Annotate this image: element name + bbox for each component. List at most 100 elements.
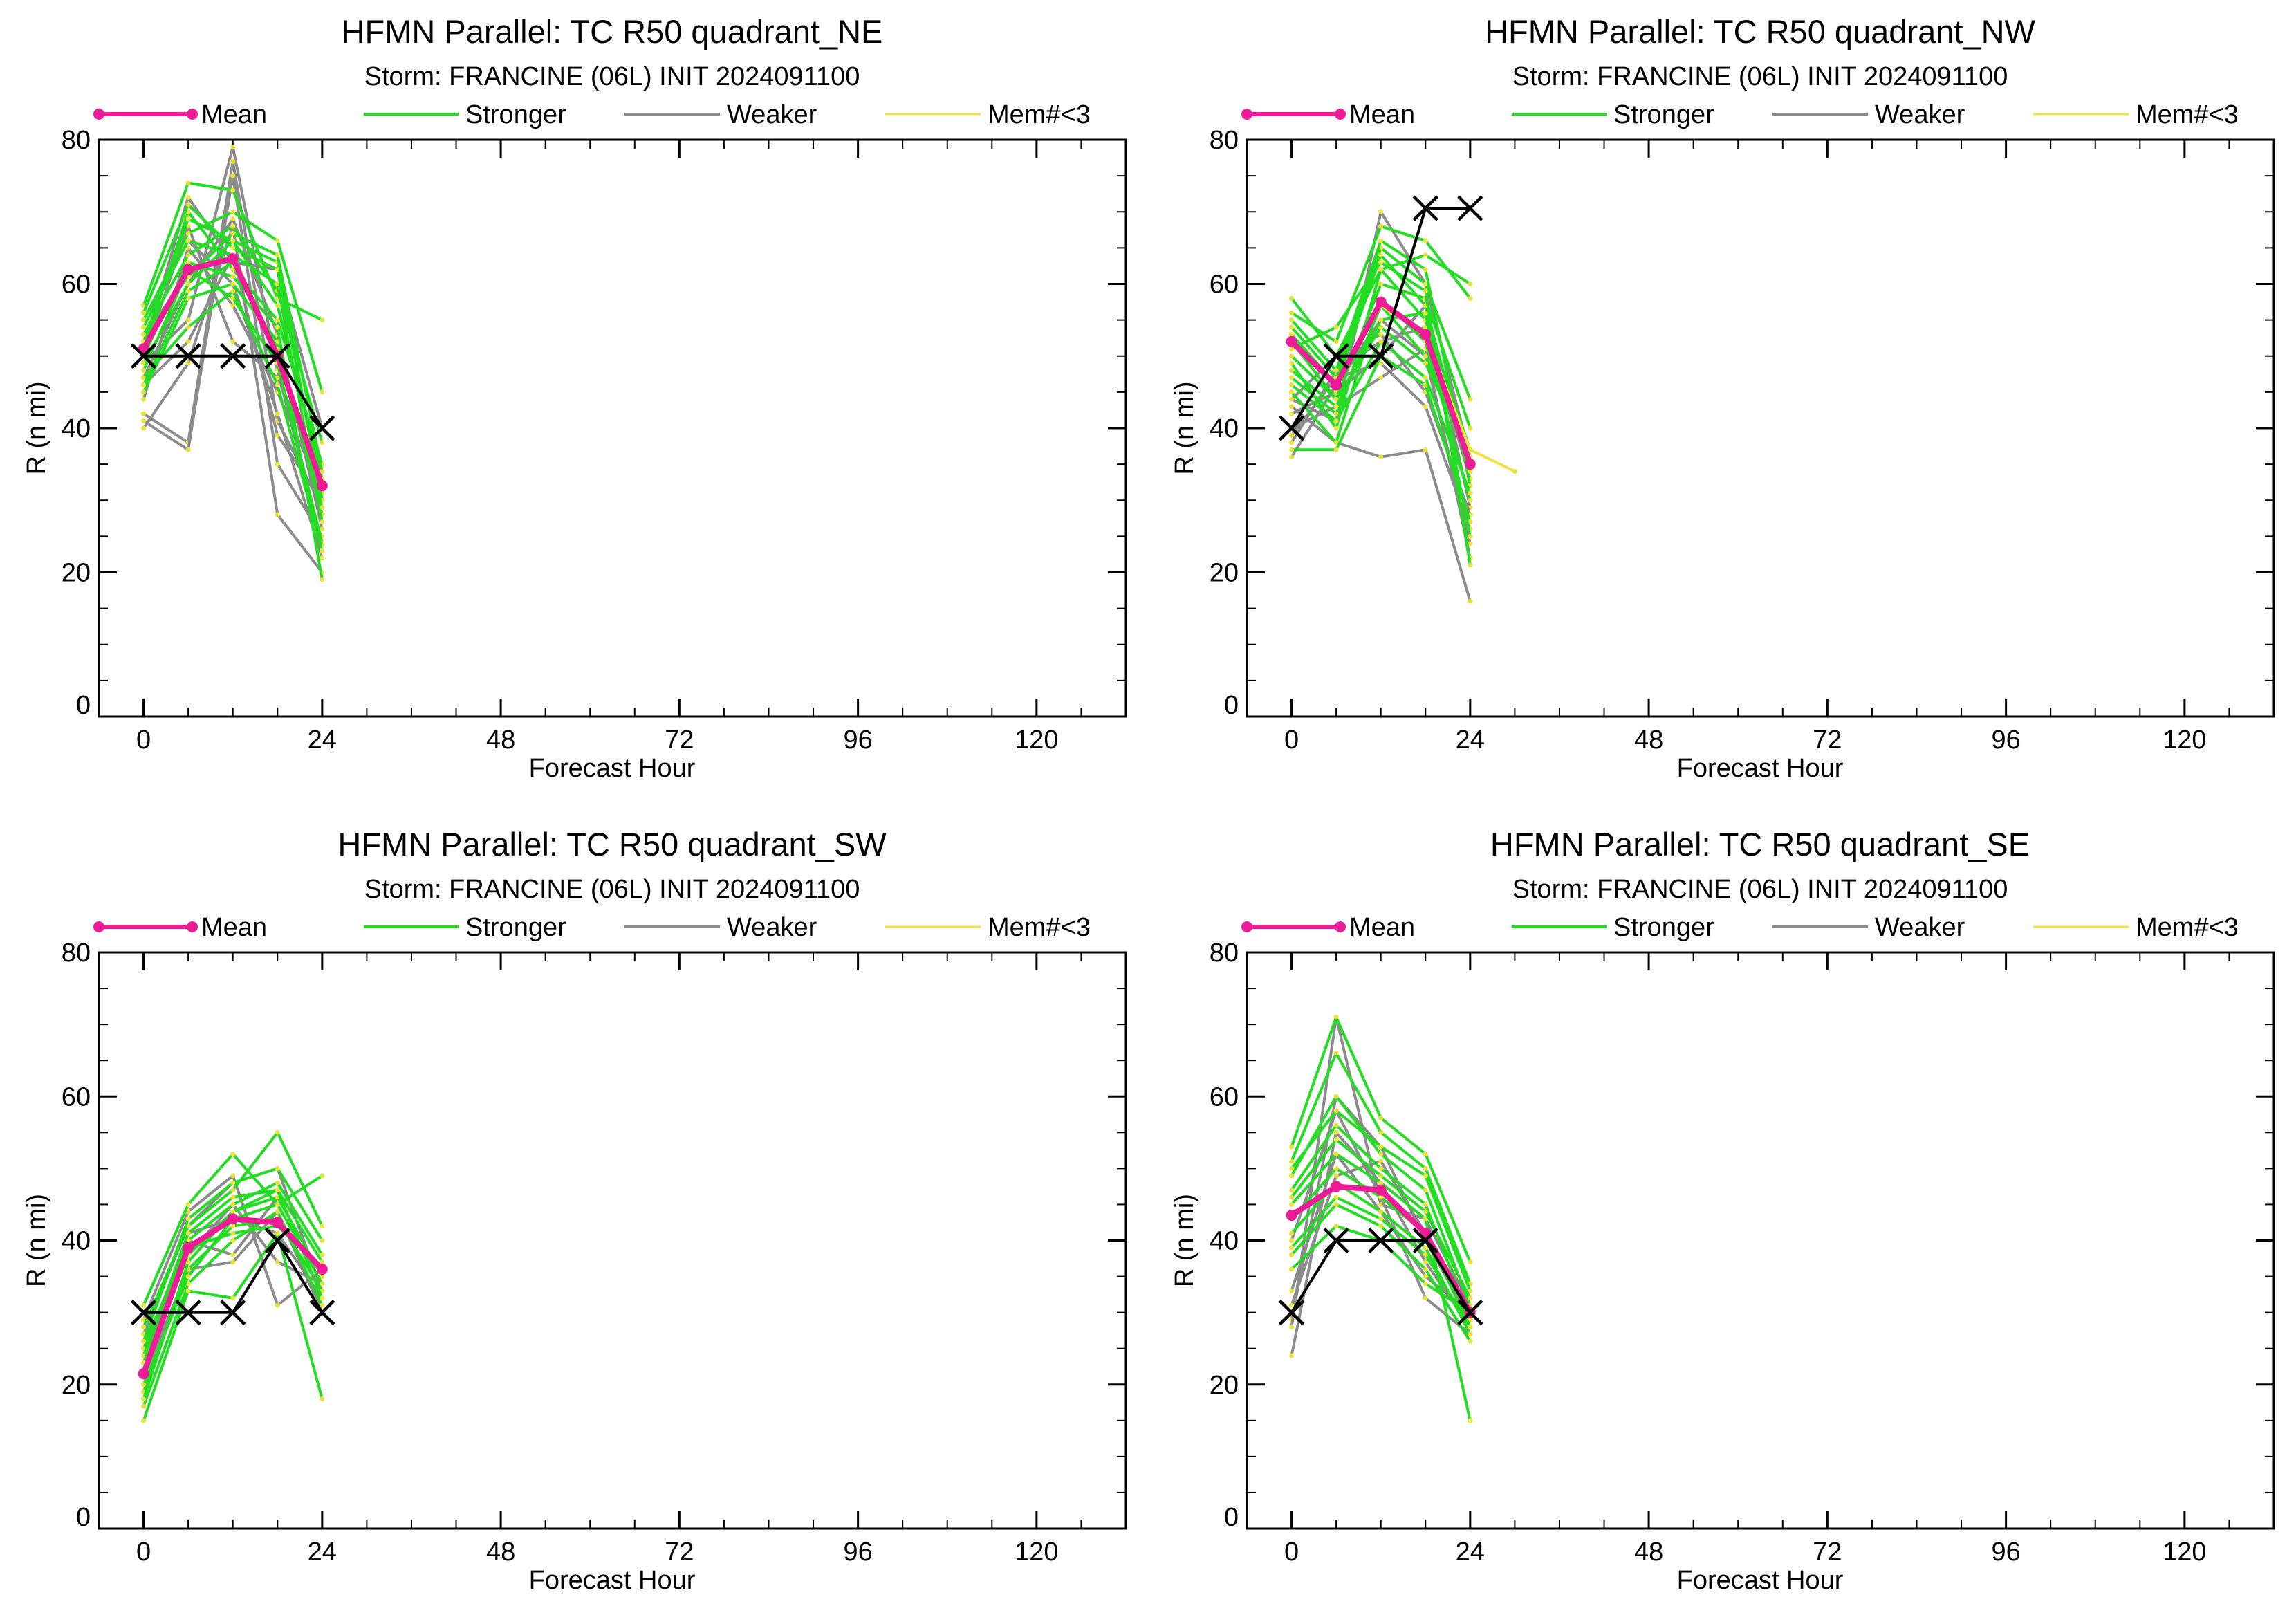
stronger-member-line-point xyxy=(141,1324,147,1329)
weaker-member-line-point xyxy=(230,216,236,222)
x-tick-label: 24 xyxy=(1456,1538,1485,1567)
mean-point xyxy=(183,1242,194,1253)
mean-point xyxy=(227,253,239,265)
x-tick-label: 0 xyxy=(1284,726,1299,755)
stronger-member-line-point xyxy=(1468,1259,1473,1265)
stronger-member-line-point xyxy=(1333,411,1339,416)
stronger-member-line-point xyxy=(230,295,236,301)
weaker-member-line-point xyxy=(185,339,191,344)
weaker-member-line-point xyxy=(185,360,191,366)
stronger-member-line-point xyxy=(230,1188,236,1193)
stronger-member-line-point xyxy=(320,1281,325,1286)
best-track-marker-stroke xyxy=(1457,1300,1483,1326)
stronger-member-line-point xyxy=(320,317,325,323)
stronger-member-line-point xyxy=(1378,317,1384,323)
stronger-member-line-point xyxy=(1468,562,1473,568)
legend-marker-mean xyxy=(187,921,198,932)
y-tick-label: 40 xyxy=(1210,414,1239,443)
stronger-member-line-point xyxy=(1333,440,1339,445)
stronger-member-line-point xyxy=(1333,1165,1339,1171)
best-track-marker xyxy=(1412,1227,1438,1254)
best-track-marker xyxy=(1278,1300,1305,1326)
best-track-marker xyxy=(1278,415,1305,441)
stronger-member-line-point xyxy=(141,389,147,395)
stronger-member-line-point xyxy=(230,282,236,286)
weaker-member-line-point xyxy=(275,1302,280,1308)
x-tick-label: 96 xyxy=(843,1538,872,1567)
stronger-member-line-point xyxy=(1468,1324,1473,1329)
legend-label-mem: Mem#<3 xyxy=(988,913,1091,942)
best-track-marker-stroke xyxy=(175,343,201,369)
best-track-marker-stroke xyxy=(1323,343,1349,369)
best-track-marker xyxy=(309,1300,335,1326)
panel-title: HFMN Parallel: TC R50 quadrant_NW xyxy=(1485,13,2035,50)
weaker-member-line-point xyxy=(1378,209,1384,214)
weaker-member-line-point xyxy=(1289,1324,1295,1329)
stronger-member-line-point xyxy=(1378,267,1384,273)
legend-label-mean: Mean xyxy=(1349,913,1415,942)
y-tick-label: 0 xyxy=(1224,691,1239,720)
stronger-member-line-point xyxy=(275,1129,280,1135)
stronger-member-line-point xyxy=(1289,375,1295,380)
mean-point xyxy=(1331,1181,1342,1192)
stronger-member-line-point xyxy=(1423,1245,1428,1251)
y-axis-label: R (n mi) xyxy=(1170,1194,1199,1287)
weaker-member-line-point xyxy=(1289,1288,1295,1293)
best-track-marker-stroke xyxy=(175,1300,201,1326)
legend-label-stronger: Stronger xyxy=(1613,913,1714,942)
best-track-marker-stroke xyxy=(130,1300,157,1326)
panel-title: HFMN Parallel: TC R50 quadrant_NE xyxy=(342,13,883,50)
stronger-member-line-point xyxy=(185,216,191,222)
y-axis-label: R (n mi) xyxy=(1170,381,1199,474)
best-track-marker-stroke xyxy=(1278,415,1305,441)
stronger-member-line-point xyxy=(320,1302,325,1308)
stronger-member-line-point xyxy=(320,505,325,510)
panel-subtitle: Storm: FRANCINE (06L) INIT 2024091100 xyxy=(1512,875,2008,904)
stronger-member-line-point xyxy=(230,187,236,193)
weaker-member-line-point xyxy=(1468,598,1473,604)
weaker-member-line-point xyxy=(1423,1295,1428,1301)
stronger-member-line-point xyxy=(185,1274,191,1280)
mean-point xyxy=(227,1213,239,1225)
stronger-member-line-point xyxy=(1333,1108,1339,1114)
legend-label-stronger: Stronger xyxy=(465,100,566,129)
stronger-member-line-point xyxy=(1333,1094,1339,1099)
stronger-member-line-point xyxy=(275,1209,280,1215)
panel-nw: HFMN Parallel: TC R50 quadrant_NW Storm:… xyxy=(1170,13,2275,783)
x-axis-label: Forecast Hour xyxy=(1677,754,1844,783)
stronger-member-line-point xyxy=(1468,295,1473,301)
stronger-member-line-point xyxy=(1378,1144,1384,1150)
stronger-member-line-point xyxy=(1289,1266,1295,1272)
legend-marker-mean xyxy=(1335,109,1346,120)
stronger-member-line-point xyxy=(1333,1194,1339,1200)
legend-label-weaker: Weaker xyxy=(1875,100,1965,129)
weaker-member-line-point xyxy=(1289,1302,1295,1308)
stronger-member-line-point xyxy=(320,389,325,395)
stronger-member-line-point xyxy=(141,1382,147,1387)
best-track-marker xyxy=(309,415,335,441)
stronger-member-line-point xyxy=(230,1180,236,1185)
stronger-member-line-point xyxy=(141,317,147,323)
y-tick-label: 20 xyxy=(62,559,91,588)
stronger-member-line-point xyxy=(1378,1209,1384,1215)
best-track-marker-stroke xyxy=(309,415,335,441)
weaker-member-line-point xyxy=(185,447,191,452)
stronger-member-line-point xyxy=(1423,1188,1428,1193)
stronger-member-line-point xyxy=(1423,1165,1428,1171)
y-tick-label: 60 xyxy=(1210,1082,1239,1111)
stronger-member-line-point xyxy=(230,288,236,294)
stronger-member-line-point xyxy=(141,368,147,373)
weaker-member-line-point xyxy=(275,461,280,467)
best-track-marker-stroke xyxy=(264,1227,290,1254)
stronger-member-line-point xyxy=(320,548,325,553)
x-axis-label: Forecast Hour xyxy=(529,754,696,783)
best-track-marker xyxy=(1412,195,1438,221)
stronger-member-line-point xyxy=(230,267,236,273)
weaker-member-line-point xyxy=(320,526,325,532)
mem-lt3-line-point xyxy=(1512,469,1517,474)
stronger-member-line-point xyxy=(230,223,236,229)
stronger-member-line-point xyxy=(320,469,325,474)
stronger-member-line-point xyxy=(1333,368,1339,373)
stronger-member-line-point xyxy=(1289,1252,1295,1257)
